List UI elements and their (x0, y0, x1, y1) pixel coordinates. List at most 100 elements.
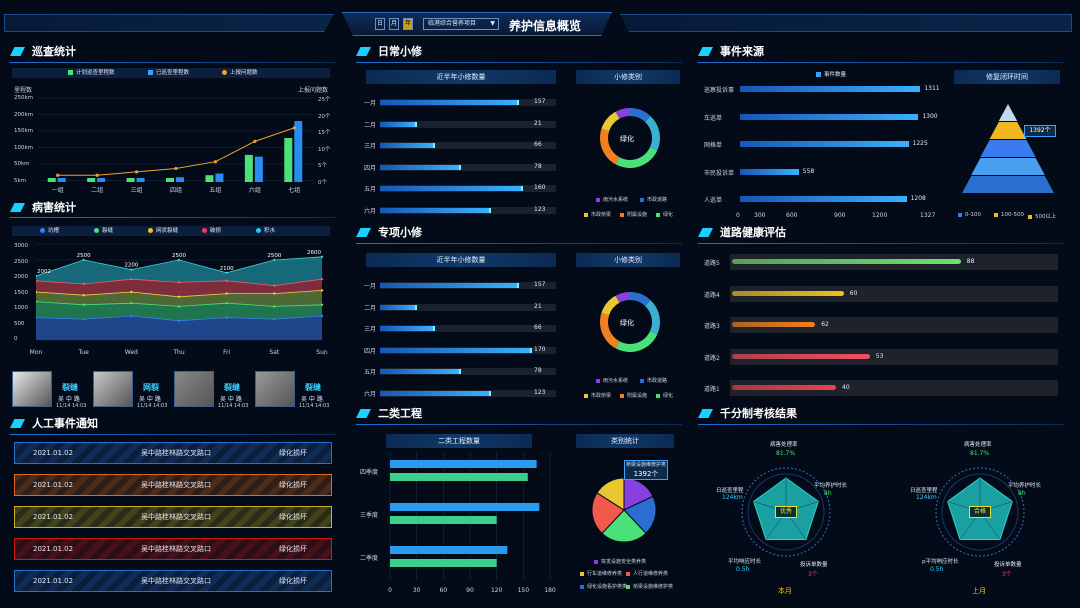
bar-track (380, 346, 556, 354)
bar-track (380, 163, 556, 171)
class2-pie (591, 477, 657, 543)
area-series (36, 290, 322, 307)
disease-type: 网裂 (143, 383, 159, 392)
day-button[interactable]: 日 (375, 18, 385, 30)
score-label: 0.5h (736, 566, 750, 573)
bar-fill (380, 326, 433, 331)
y-tick-label: 2000 (14, 274, 28, 280)
bar-planned (47, 178, 56, 182)
point-series (130, 302, 133, 305)
point-series (225, 271, 228, 274)
x-tick-label: 90 (466, 587, 474, 594)
point-series (225, 279, 228, 282)
bar-done (97, 178, 106, 182)
month-button[interactable]: 月 (389, 18, 399, 30)
divider (10, 217, 336, 218)
point-series (320, 255, 324, 258)
special-sub-right: 小修类别 (576, 253, 680, 267)
y-tick-label: 150km (14, 128, 34, 134)
row-label: 道路3 (704, 323, 720, 330)
row-label: 二月 (364, 121, 377, 129)
row-label: 五月 (364, 369, 377, 376)
score-label: 病害处理率 (770, 442, 798, 448)
disease-type: 裂缝 (62, 383, 78, 392)
notice-item[interactable]: 2021.01.02 吴中路桂林路交叉路口 绿化损坏 (14, 442, 332, 464)
bar-planned (244, 154, 253, 182)
row-value: 123 (534, 388, 546, 396)
data-label: 2500 (267, 253, 281, 259)
health-track (730, 254, 1058, 270)
point-series (273, 284, 276, 287)
year-button[interactable]: 年 (403, 18, 413, 30)
score-label: 3个 (808, 571, 818, 578)
disease-type: 裂缝 (224, 383, 240, 392)
legend-item: 市政道路 (640, 377, 667, 384)
class2-sub-right: 类别统计 (576, 434, 674, 448)
pyramid-level (971, 158, 1045, 175)
row-value: 60 (849, 289, 858, 297)
bar-a (390, 503, 540, 511)
bar-track (380, 99, 556, 106)
data-label: 2500 (172, 253, 186, 259)
x-tick-label: 一组 (52, 186, 64, 194)
bar-done (176, 177, 184, 182)
y-tick-label: 250km (14, 95, 34, 101)
point-series (82, 294, 85, 297)
notice-status: 绿化损坏 (279, 481, 307, 489)
y-tick-label: 四季度 (360, 468, 378, 476)
grade-badge: 优秀 (775, 506, 797, 518)
row-label: 网格单 (704, 142, 723, 149)
point-series (320, 278, 324, 281)
pyramid-level (989, 122, 1027, 139)
x-tick-label: 六组 (249, 186, 261, 194)
score-label: 81.7% (776, 450, 796, 457)
point-series (273, 292, 276, 295)
row-value: 123 (534, 205, 546, 213)
x-tick-label: 300 (754, 212, 766, 219)
x-tick-label: 三组 (131, 186, 143, 194)
row-label: 六月 (364, 390, 377, 398)
legend-item: 500以上 (1028, 212, 1057, 220)
class2-callout: 桥梁设施维修护类 1392个 (624, 460, 668, 480)
notice-item[interactable]: 2021.01.02 吴中路桂林路交叉路口 绿化损坏 (14, 474, 332, 496)
legend-item: 突发设施安全类养类 (594, 558, 646, 565)
row-value: 1225 (912, 140, 928, 147)
notice-item[interactable]: 2021.01.02 吴中路桂林路交叉路口 绿化损坏 (14, 570, 332, 592)
radar-ring (941, 473, 1019, 551)
point-series (177, 295, 181, 298)
row-value: 21 (534, 119, 542, 127)
bar-planned (126, 178, 135, 182)
area-series (36, 256, 322, 286)
daily-donut-center: 绿化 (620, 135, 634, 143)
x-tick-label: 二组 (91, 186, 103, 194)
row-label: 人巡单 (704, 197, 723, 204)
point-issues (174, 166, 178, 171)
project-select[interactable]: 临港综合营养项目 ▼ (423, 18, 499, 30)
bar-b (390, 516, 497, 524)
score-title: 千分制考核结果 (698, 406, 797, 422)
donut-segment (615, 147, 658, 168)
score-label: 124km (722, 494, 743, 501)
x-tick-label: Wed (124, 349, 138, 356)
disease-title: 病害统计 (10, 200, 76, 216)
notice-item[interactable]: 2021.01.02 吴中路桂林路交叉路口 绿化损坏 (14, 506, 332, 528)
bar-fill (380, 369, 460, 374)
y-tick-label: 1000 (14, 305, 28, 311)
health-fill (732, 353, 870, 359)
row-value: 160 (534, 184, 546, 191)
point-series (273, 258, 276, 262)
score-label: p平均响应时长 (922, 559, 959, 565)
bar-fill (380, 283, 518, 288)
score-label: 平均响应时长 (728, 559, 762, 565)
x-tick-label: 1200 (872, 212, 888, 219)
point-series (273, 305, 276, 308)
radar-ring (747, 473, 825, 551)
row-value: 170 (534, 345, 546, 353)
disease-road: 吴 中 路 (139, 396, 161, 403)
notice-item[interactable]: 2021.01.02 吴中路桂林路交叉路口 绿化损坏 (14, 538, 332, 560)
x-tick-label: Tue (78, 349, 89, 356)
special-sub-left: 近半年小修数量 (366, 253, 556, 267)
score-label: 0.5h (930, 566, 944, 573)
disease-road: 吴 中 路 (301, 396, 323, 403)
